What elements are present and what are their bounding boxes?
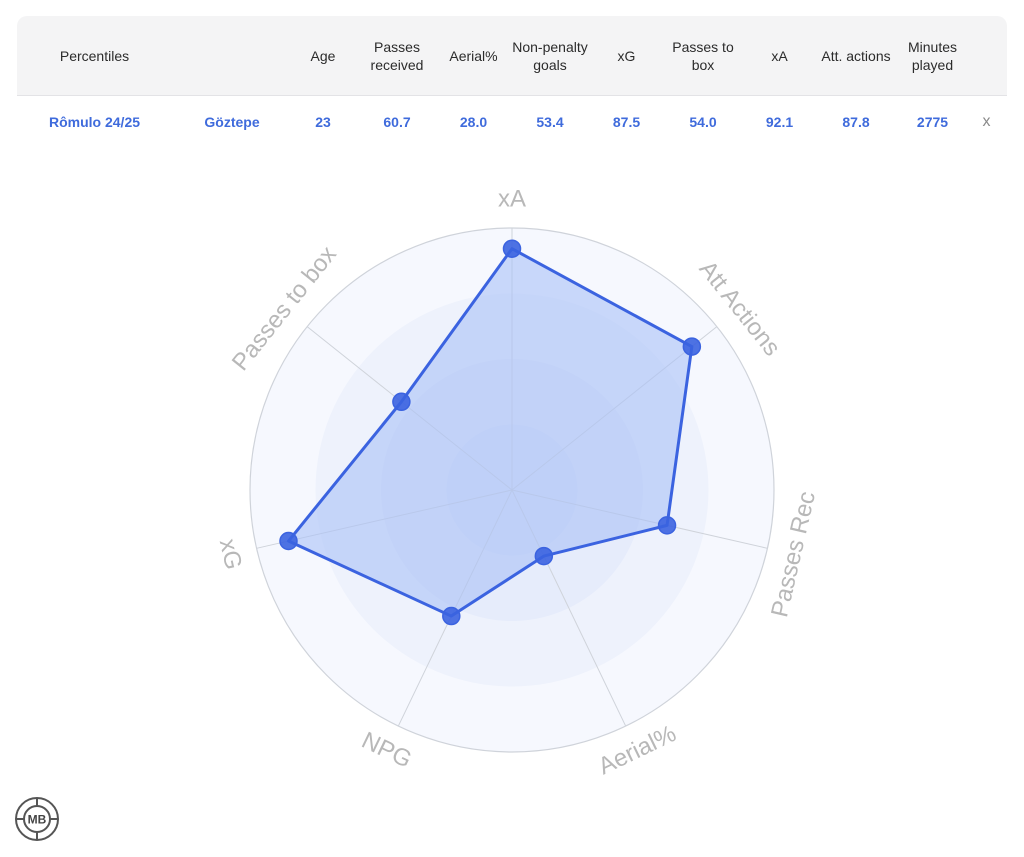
cell-minutes-played: 2775	[916, 114, 949, 130]
cell-player[interactable]: Rômulo 24/25	[48, 114, 141, 130]
percentiles-table: Percentiles Age Passes received Aerial% …	[17, 16, 1007, 148]
header-percentiles: Percentiles	[59, 47, 130, 64]
logo-text: MB	[28, 813, 47, 827]
radar-point-att-actions	[682, 337, 702, 356]
header-att-actions: Att. actions	[821, 47, 891, 64]
cell-team[interactable]: Göztepe	[204, 114, 260, 130]
table-row: Rômulo 24/25 Göztepe 23 60.7 28.0 53.4 8…	[17, 96, 1007, 148]
header-xg: xG	[617, 47, 636, 64]
radar-point-aerial-	[534, 546, 554, 566]
cell-att-actions: 87.8	[842, 114, 870, 130]
header-age: Age	[310, 47, 336, 64]
cell-passes-received: 60.7	[383, 114, 411, 130]
radar-point-xa	[502, 239, 522, 258]
radar-point-xg	[279, 531, 298, 551]
header-passes-to-box: Passes to box	[672, 38, 734, 73]
mb-logo: MB	[15, 797, 59, 841]
radar-axis-label-npg: NPG	[357, 727, 416, 774]
remove-row-button[interactable]: x	[982, 113, 991, 130]
cell-non-penalty-goals: 53.4	[536, 114, 564, 130]
radar-axis-label-passes-rec: Passes Rec	[766, 489, 821, 620]
cell-aerial: 28.0	[459, 114, 488, 130]
radar-point-passes-to-box	[392, 392, 411, 412]
header-xa: xA	[771, 47, 788, 64]
radar-axis-label-xg: xG	[214, 536, 247, 572]
radar-axis-label-xa: xA	[498, 185, 526, 212]
cell-xg: 87.5	[612, 114, 641, 130]
table-header: Percentiles Age Passes received Aerial% …	[17, 16, 1007, 96]
header-minutes-played: Minutes played	[907, 38, 958, 73]
cell-xa: 92.1	[765, 114, 794, 130]
header-passes-received: Passes received	[370, 38, 424, 73]
radar-series	[279, 239, 702, 626]
header-aerial: Aerial%	[449, 47, 498, 64]
header-non-penalty-goals: Non-penalty goals	[512, 38, 588, 73]
cell-age: 23	[315, 114, 331, 130]
cell-passes-to-box: 54.0	[689, 114, 717, 130]
radar-point-passes-rec	[657, 516, 677, 535]
radar-series-area	[286, 247, 694, 618]
radar-point-npg	[442, 606, 461, 626]
